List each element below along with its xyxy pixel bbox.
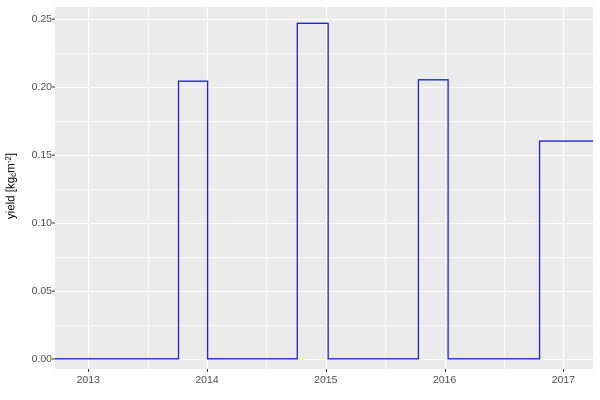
x-axis-tick-mark	[325, 369, 327, 372]
gridline-minor-horizontal	[55, 324, 593, 326]
y-axis-title-subscript: c	[9, 172, 19, 177]
yield-step-line	[55, 22, 593, 360]
gridline-minor-horizontal	[55, 256, 593, 258]
y-axis-tick-mark	[52, 154, 55, 156]
x-axis-tick-label: 2015	[314, 374, 338, 386]
y-axis-tick-label: 0.05	[31, 284, 52, 297]
x-axis-tick-label: 2014	[195, 374, 219, 386]
gridline-major-vertical	[563, 7, 565, 369]
plot-panel	[55, 7, 593, 369]
y-axis-tick-mark	[52, 86, 55, 88]
y-axis-tick-mark	[52, 18, 55, 20]
gridline-major-horizontal	[55, 222, 593, 224]
x-axis-tick-mark	[444, 369, 446, 372]
x-axis-tick-label: 2013	[76, 374, 100, 386]
x-axis-tick-mark	[88, 369, 90, 372]
gridline-minor-vertical	[385, 7, 386, 369]
gridline-major-horizontal	[55, 154, 593, 156]
y-axis-tick-labels: 0.00 0.05 0.10 0.15 0.20 0.25	[18, 0, 52, 372]
y-axis-tick-label: 0.00	[31, 352, 52, 365]
x-axis-tick-label: 2017	[551, 374, 575, 386]
gridline-major-horizontal	[55, 358, 593, 360]
x-axis-tick-labels: 2013 2014 2015 2016 2017	[55, 374, 593, 390]
gridline-major-vertical	[444, 7, 446, 369]
x-axis-tick-marks	[55, 369, 593, 373]
gridline-minor-vertical	[503, 7, 505, 369]
x-axis-tick-label: 2016	[432, 374, 457, 386]
y-axis-title-superscript: -2	[3, 156, 13, 164]
gridline-major-horizontal	[55, 290, 593, 292]
y-axis-tick-label: 0.20	[31, 80, 52, 93]
gridline-minor-horizontal	[55, 120, 593, 122]
y-axis-tick-mark	[52, 290, 55, 292]
gridline-major-vertical	[88, 7, 90, 369]
gridline-major-horizontal	[55, 86, 593, 88]
gridline-minor-horizontal	[55, 52, 593, 54]
y-axis-tick-label: 0.25	[31, 12, 52, 25]
gridline-major-vertical	[325, 7, 327, 369]
gridline-major-horizontal	[55, 18, 593, 20]
y-axis-tick-marks	[52, 0, 55, 372]
gridline-minor-horizontal	[55, 188, 593, 190]
y-axis-tick-label: 0.10	[31, 216, 52, 229]
y-axis-tick-mark	[52, 358, 55, 360]
gridline-minor-vertical	[266, 7, 268, 369]
y-axis-title-text: yield [kgcm-2]	[3, 152, 19, 220]
y-axis-tick-mark	[52, 222, 55, 224]
x-axis-tick-mark	[563, 369, 565, 372]
x-axis-tick-mark	[207, 369, 209, 372]
data-series-layer	[55, 22, 593, 360]
y-axis-tick-label: 0.15	[31, 148, 52, 161]
gridline-minor-vertical	[147, 7, 149, 369]
